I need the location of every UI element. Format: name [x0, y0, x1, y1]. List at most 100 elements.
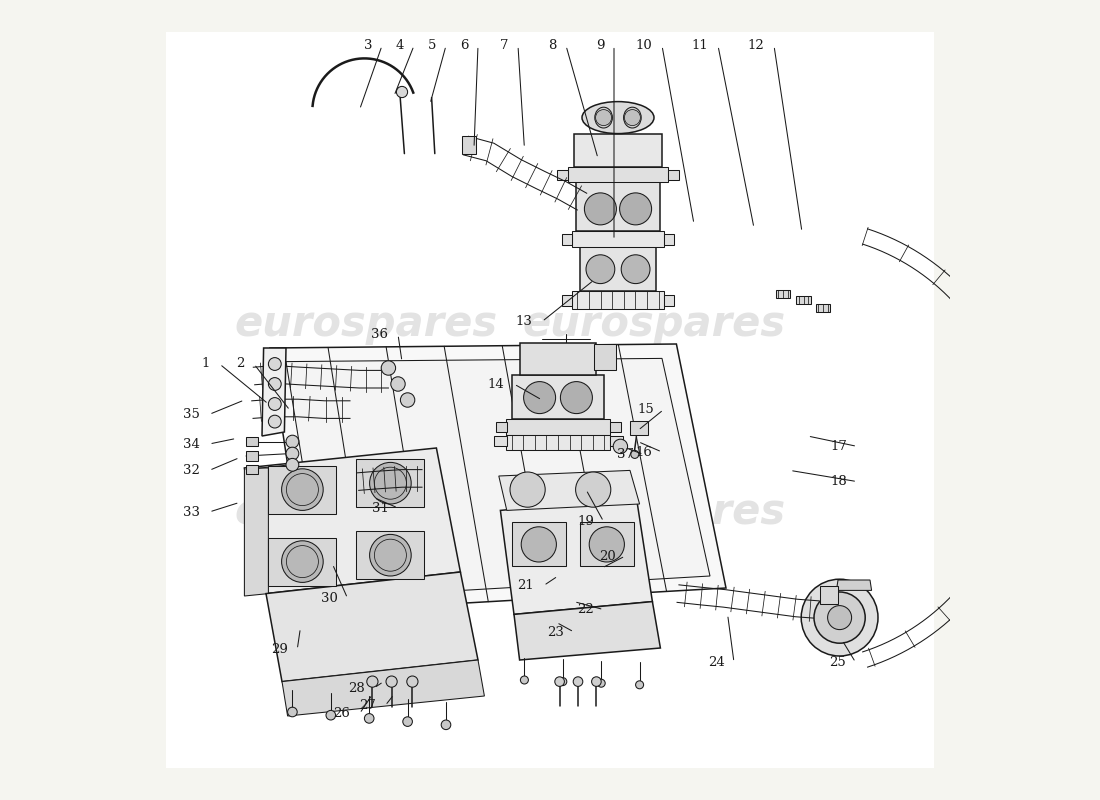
Circle shape	[621, 255, 650, 284]
Bar	[494, 436, 507, 446]
Bar	[594, 344, 616, 370]
Ellipse shape	[595, 107, 613, 128]
Text: 22: 22	[578, 603, 594, 616]
Text: 24: 24	[707, 656, 725, 669]
Text: 25: 25	[829, 656, 846, 669]
Text: 10: 10	[636, 39, 652, 52]
Circle shape	[575, 472, 611, 507]
Polygon shape	[836, 580, 871, 590]
Circle shape	[586, 255, 615, 284]
Bar	[462, 136, 476, 154]
Circle shape	[630, 450, 639, 458]
Text: 23: 23	[548, 626, 564, 638]
Bar	[610, 436, 623, 446]
Bar	[572, 231, 664, 247]
Text: 17: 17	[830, 440, 848, 453]
Bar	[512, 522, 566, 566]
Bar	[512, 375, 604, 419]
Text: 16: 16	[636, 446, 652, 458]
Bar	[506, 419, 610, 435]
Text: 29: 29	[271, 643, 287, 656]
Bar	[574, 134, 662, 167]
Bar	[496, 422, 507, 432]
Circle shape	[521, 527, 557, 562]
Polygon shape	[500, 498, 652, 614]
Circle shape	[595, 110, 612, 126]
Text: 35: 35	[183, 408, 199, 421]
Circle shape	[613, 439, 628, 454]
Polygon shape	[244, 468, 268, 596]
Circle shape	[403, 717, 412, 726]
Text: 2: 2	[236, 358, 244, 370]
Text: 33: 33	[183, 506, 199, 518]
Polygon shape	[498, 470, 639, 510]
Circle shape	[390, 377, 405, 391]
Bar	[664, 295, 674, 306]
Text: 26: 26	[333, 707, 350, 720]
Circle shape	[560, 382, 593, 414]
Circle shape	[286, 447, 299, 460]
Circle shape	[554, 677, 564, 686]
Bar	[821, 586, 838, 604]
Circle shape	[625, 110, 640, 126]
Bar	[246, 451, 258, 461]
Circle shape	[386, 676, 397, 687]
Text: 36: 36	[372, 328, 388, 341]
Circle shape	[510, 472, 546, 507]
Text: 13: 13	[516, 315, 532, 328]
Text: 27: 27	[359, 699, 375, 712]
Circle shape	[827, 606, 851, 630]
Text: 34: 34	[183, 438, 199, 450]
Circle shape	[597, 679, 605, 687]
Text: 28: 28	[348, 682, 364, 694]
Circle shape	[814, 592, 866, 643]
Text: eurospares: eurospares	[522, 491, 785, 533]
Bar	[630, 421, 648, 435]
Circle shape	[282, 469, 323, 510]
Bar	[664, 234, 674, 245]
Polygon shape	[270, 344, 726, 612]
Bar	[519, 343, 596, 375]
Bar	[796, 296, 811, 304]
Text: 8: 8	[548, 39, 557, 52]
Circle shape	[268, 398, 282, 410]
Text: eurospares: eurospares	[234, 303, 497, 345]
Circle shape	[584, 193, 616, 225]
Circle shape	[590, 527, 625, 562]
Bar	[246, 465, 258, 474]
Circle shape	[520, 676, 528, 684]
Circle shape	[636, 681, 644, 689]
Bar	[669, 170, 679, 180]
Bar	[572, 291, 664, 309]
Polygon shape	[286, 358, 710, 598]
Circle shape	[364, 714, 374, 723]
Text: 11: 11	[692, 39, 708, 52]
Circle shape	[366, 676, 378, 687]
Text: 7: 7	[499, 39, 508, 52]
Circle shape	[524, 382, 556, 414]
Text: eurospares: eurospares	[522, 303, 785, 345]
Bar	[268, 538, 337, 586]
Text: 37: 37	[617, 448, 634, 461]
Bar	[562, 295, 572, 306]
Polygon shape	[262, 348, 286, 436]
Bar	[356, 531, 425, 579]
Bar	[776, 290, 790, 298]
Text: 21: 21	[517, 579, 534, 592]
Text: 19: 19	[578, 515, 594, 528]
Bar	[580, 247, 657, 291]
Text: 14: 14	[487, 378, 505, 390]
Circle shape	[370, 462, 411, 504]
Circle shape	[282, 541, 323, 582]
Text: 31: 31	[372, 502, 388, 514]
Text: 15: 15	[637, 403, 654, 416]
Circle shape	[268, 378, 282, 390]
Bar	[562, 234, 572, 245]
Bar	[815, 304, 830, 312]
Text: 4: 4	[396, 39, 405, 52]
Text: 30: 30	[321, 592, 338, 605]
Text: 6: 6	[460, 39, 469, 52]
Circle shape	[559, 678, 566, 686]
Ellipse shape	[582, 102, 654, 134]
Bar	[246, 437, 258, 446]
